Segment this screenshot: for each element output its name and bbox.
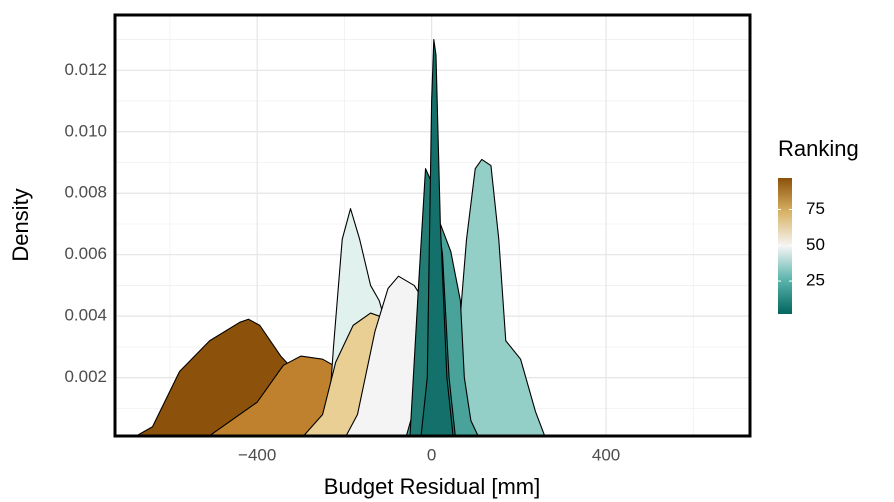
y-tick-label: 0.004 xyxy=(64,306,107,325)
x-tick-label: 400 xyxy=(592,445,620,464)
y-tick-label: 0.008 xyxy=(64,183,107,202)
y-axis-title: Density xyxy=(8,188,33,261)
y-tick-label: 0.006 xyxy=(64,244,107,263)
panel-border xyxy=(113,13,752,438)
y-tick-label: 0.012 xyxy=(64,60,107,79)
density-area xyxy=(420,39,454,436)
colorbar-tick-label: 25 xyxy=(806,271,825,290)
y-tick-label: 0.002 xyxy=(64,367,107,386)
colorbar xyxy=(778,178,792,314)
colorbar-tick-label: 75 xyxy=(806,199,825,218)
x-axis-title: Budget Residual [mm] xyxy=(324,474,540,499)
x-tick-label: 0 xyxy=(427,445,436,464)
legend-title: Ranking xyxy=(778,136,859,161)
x-tick-label: −400 xyxy=(238,445,276,464)
y-tick-label: 0.010 xyxy=(64,121,107,140)
colorbar-tick-label: 50 xyxy=(806,235,825,254)
